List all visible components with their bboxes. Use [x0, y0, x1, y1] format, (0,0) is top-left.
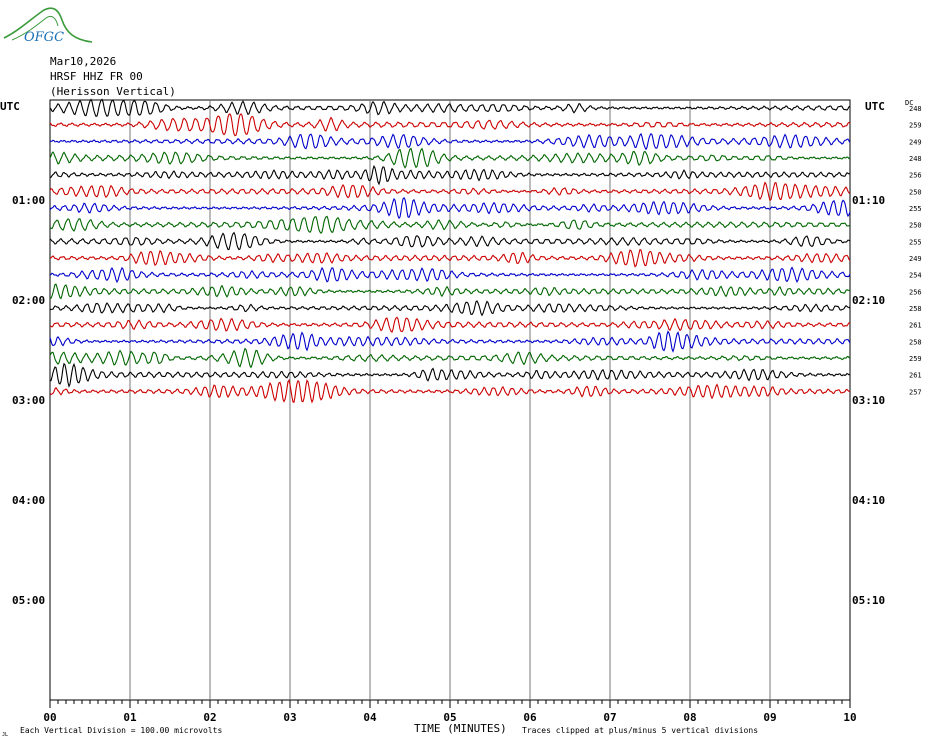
right-time-label: 01:10 — [852, 194, 885, 207]
dc-offset-label: 248 — [909, 155, 922, 163]
x-tick-label: 05 — [443, 711, 456, 724]
dc-offset-label: 259 — [909, 122, 922, 130]
traces — [49, 98, 851, 404]
left-time-label: 02:00 — [12, 294, 45, 307]
x-tick-label: 10 — [843, 711, 856, 724]
trace-line — [49, 147, 851, 169]
dc-offset-label: 261 — [909, 322, 922, 330]
x-tick-label: 00 — [43, 711, 56, 724]
trace-line — [49, 231, 851, 251]
x-tick-label: 08 — [683, 711, 696, 724]
x-tick-label: 04 — [363, 711, 377, 724]
right-time-label: 04:10 — [852, 494, 885, 507]
logo-swoosh — [3, 7, 93, 43]
dc-header: DC — [905, 99, 913, 107]
trace-line — [49, 300, 851, 317]
footer-left: Each Vertical Division = 100.00 microvol… — [20, 726, 222, 735]
x-tick-label: 09 — [763, 711, 776, 724]
x-tick-label: 06 — [523, 711, 537, 724]
left-axis-title: UTC — [0, 100, 20, 113]
left-time-label: 01:00 — [12, 194, 45, 207]
dc-offset-label: 254 — [909, 272, 922, 280]
footer-right: Traces clipped at plus/minus 5 vertical … — [522, 726, 758, 735]
trace-line — [49, 362, 851, 389]
trace-line — [49, 379, 851, 404]
right-time-label: 05:10 — [852, 594, 885, 607]
trace-line — [49, 164, 851, 186]
dc-offset-label: 256 — [909, 172, 922, 180]
trace-line — [49, 316, 851, 333]
dc-offset-label: 255 — [909, 205, 922, 213]
x-tick-label: 01 — [123, 711, 137, 724]
x-tick-label: 02 — [203, 711, 216, 724]
x-tick-label: 03 — [283, 711, 296, 724]
trace-line — [49, 248, 851, 268]
left-time-label: 04:00 — [12, 494, 45, 507]
trace-line — [49, 132, 851, 151]
trace-line — [49, 283, 851, 300]
x-axis-label: TIME (MINUTES) — [414, 722, 507, 735]
right-axis-title: UTC — [865, 100, 885, 113]
dc-offset-label: 258 — [909, 305, 922, 313]
right-time-label: 02:10 — [852, 294, 885, 307]
logo-text: OFGC — [24, 30, 64, 45]
trace-line — [49, 215, 851, 235]
trace-line — [49, 196, 851, 220]
dc-offset-label: 249 — [909, 255, 922, 263]
trace-line — [49, 113, 851, 137]
ofgc-logo: OFGC — [3, 7, 93, 45]
dc-offset-label: 255 — [909, 238, 922, 246]
dc-offset-label: 249 — [909, 138, 922, 146]
header-station: HRSF HHZ FR 00 — [50, 70, 143, 83]
header-date: Mar10,2026 — [50, 55, 116, 68]
x-tick-label: 07 — [603, 711, 616, 724]
header-description: (Herisson Vertical) — [50, 85, 176, 98]
left-time-label: 03:00 — [12, 394, 45, 407]
dc-offset-label: 258 — [909, 338, 922, 346]
axis-labels: 00 01 02 03 04 05 06 07 08 09 10 01:00 02:00 03:00 04:… — [12, 105, 922, 724]
grid-lines — [49, 100, 851, 708]
dc-offset-label: 248 — [909, 105, 922, 113]
dc-offset-label: 261 — [909, 372, 922, 380]
trace-line — [49, 181, 851, 202]
trace-line — [49, 266, 851, 284]
dc-offset-label: 257 — [909, 388, 922, 396]
logo-swoosh-inner — [11, 15, 59, 41]
trace-line — [49, 347, 851, 369]
dc-offset-label: 250 — [909, 222, 922, 230]
trace-line — [49, 98, 851, 118]
left-time-label: 05:00 — [12, 594, 45, 607]
right-time-label: 03:10 — [852, 394, 885, 407]
dc-offset-label: 250 — [909, 188, 922, 196]
footer-mark: JL — [2, 732, 8, 738]
dc-offset-label: 256 — [909, 288, 922, 296]
trace-line — [49, 330, 851, 353]
dc-offset-label: 259 — [909, 355, 922, 363]
